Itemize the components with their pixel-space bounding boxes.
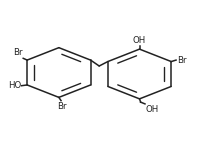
Text: HO: HO xyxy=(8,81,21,90)
Text: Br: Br xyxy=(177,56,186,65)
Text: Br: Br xyxy=(13,48,23,57)
Text: Br: Br xyxy=(57,102,67,111)
Text: OH: OH xyxy=(133,36,146,45)
Text: OH: OH xyxy=(146,105,159,114)
